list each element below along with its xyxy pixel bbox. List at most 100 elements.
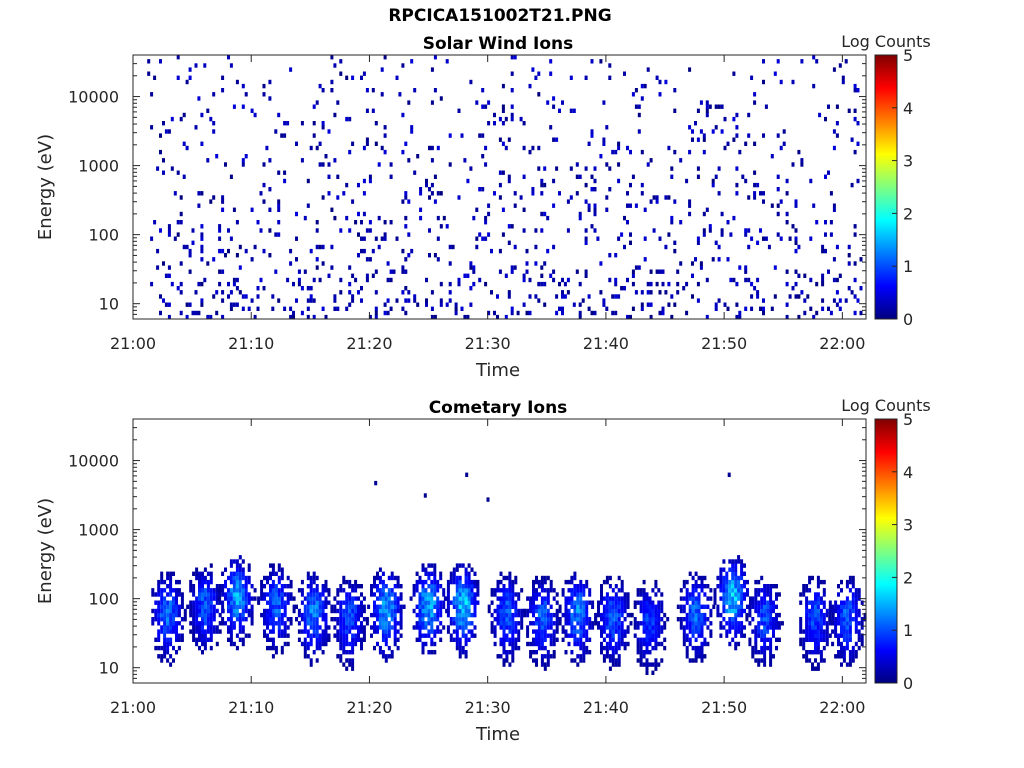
heatmap-cell [387,592,391,597]
heatmap-cell [448,281,452,287]
heatmap-cell [499,621,503,626]
heatmap-cell [822,604,826,609]
heatmap-cell [493,633,497,638]
heatmap-cell [691,629,695,634]
heatmap-cell [517,645,521,651]
heatmap-cell [511,650,515,655]
heatmap-cell [266,600,269,605]
heatmap-cell [289,584,293,589]
heatmap-cell [464,621,468,626]
heatmap-cell [283,592,287,597]
heatmap-cell [767,244,771,250]
heatmap-cell [642,637,646,642]
cometary-panel: Cometary Ions Log Counts 21:00 21:10 21:20… [35,396,931,745]
heatmap-cell [206,588,210,593]
heatmap-cell [201,617,204,622]
heatmap-cell [169,629,173,634]
heatmap-cell [160,579,164,585]
heatmap-cell [215,608,219,614]
heatmap-cell [549,604,553,609]
heatmap-cell [393,633,397,638]
heatmap-cell [549,621,553,626]
heatmap-cell [812,83,816,89]
y-tick-label: 1000 [78,157,119,176]
heatmap-cell [212,604,216,609]
heatmap-cell [354,641,358,647]
heatmap-cell [306,641,310,647]
heatmap-cell [705,277,709,283]
heatmap-cell [327,592,331,597]
heatmap-cell [209,617,213,622]
heatmap-cell [757,579,761,585]
heatmap-cell [286,641,290,647]
heatmap-cell [535,629,538,634]
heatmap-cell [505,633,509,638]
heatmap-cell [757,588,761,593]
heatmap-cell [719,621,723,626]
heatmap-cell [318,162,322,167]
heatmap-cell [306,575,310,581]
heatmap-cell [740,575,744,581]
heatmap-cell [814,629,817,634]
heatmap-cell [295,236,298,241]
y-tick-label: 100 [88,226,119,245]
heatmap-cell [373,575,376,581]
heatmap-cell [247,592,251,597]
heatmap-cell [832,67,836,72]
heatmap-cell [851,596,855,601]
heatmap-cell [854,650,858,655]
heatmap-cell [740,621,744,626]
heatmap-cell [238,588,242,593]
heatmap-cell [728,608,732,614]
heatmap-cell [399,633,403,638]
heatmap-cell [493,625,497,630]
heatmap-cell [418,596,422,601]
heatmap-cell [206,604,210,609]
heatmap-cell [851,658,855,663]
heatmap-cell [157,588,161,593]
heatmap-cell [682,625,686,630]
heatmap-cell [722,600,726,605]
heatmap-cell [682,637,686,642]
heatmap-cell [540,637,544,642]
heatmap-cell [300,612,304,618]
heatmap-cell [399,596,403,601]
heatmap-cell [339,654,343,659]
heatmap-cell [757,608,761,614]
heatmap-cell [321,612,325,618]
heatmap-cell [819,612,823,618]
heatmap-cell [357,596,360,601]
heatmap-cell [345,666,349,671]
heatmap-cell [436,257,440,262]
heatmap-cell [381,571,385,576]
heatmap-cell [779,236,783,241]
heatmap-cell [837,650,840,655]
heatmap-cell [493,588,497,593]
heatmap-cell [269,612,272,618]
heatmap-cell [831,608,835,614]
heatmap-cell [617,236,621,241]
heatmap-cell [235,600,239,605]
heatmap-cell [167,273,171,278]
heatmap-cell [763,645,767,651]
heatmap-cell [312,592,316,597]
heatmap-cell [484,281,488,287]
heatmap-cell [688,621,692,626]
heatmap-cell [218,281,222,287]
heatmap-cell [734,608,738,614]
heatmap-cell [703,641,707,647]
heatmap-cell [814,645,817,651]
heatmap-cell [655,75,659,80]
heatmap-cell [147,59,151,64]
heatmap-cell [537,637,541,642]
heatmap-cell [763,654,767,659]
heatmap-cell [514,600,518,605]
heatmap-cell [336,637,340,642]
heatmap-cell [280,567,284,572]
heatmap-cell [259,191,263,196]
heatmap-cell [312,314,316,320]
heatmap-cell [546,596,550,601]
heatmap-cell [478,187,482,192]
heatmap-cell [198,575,201,581]
